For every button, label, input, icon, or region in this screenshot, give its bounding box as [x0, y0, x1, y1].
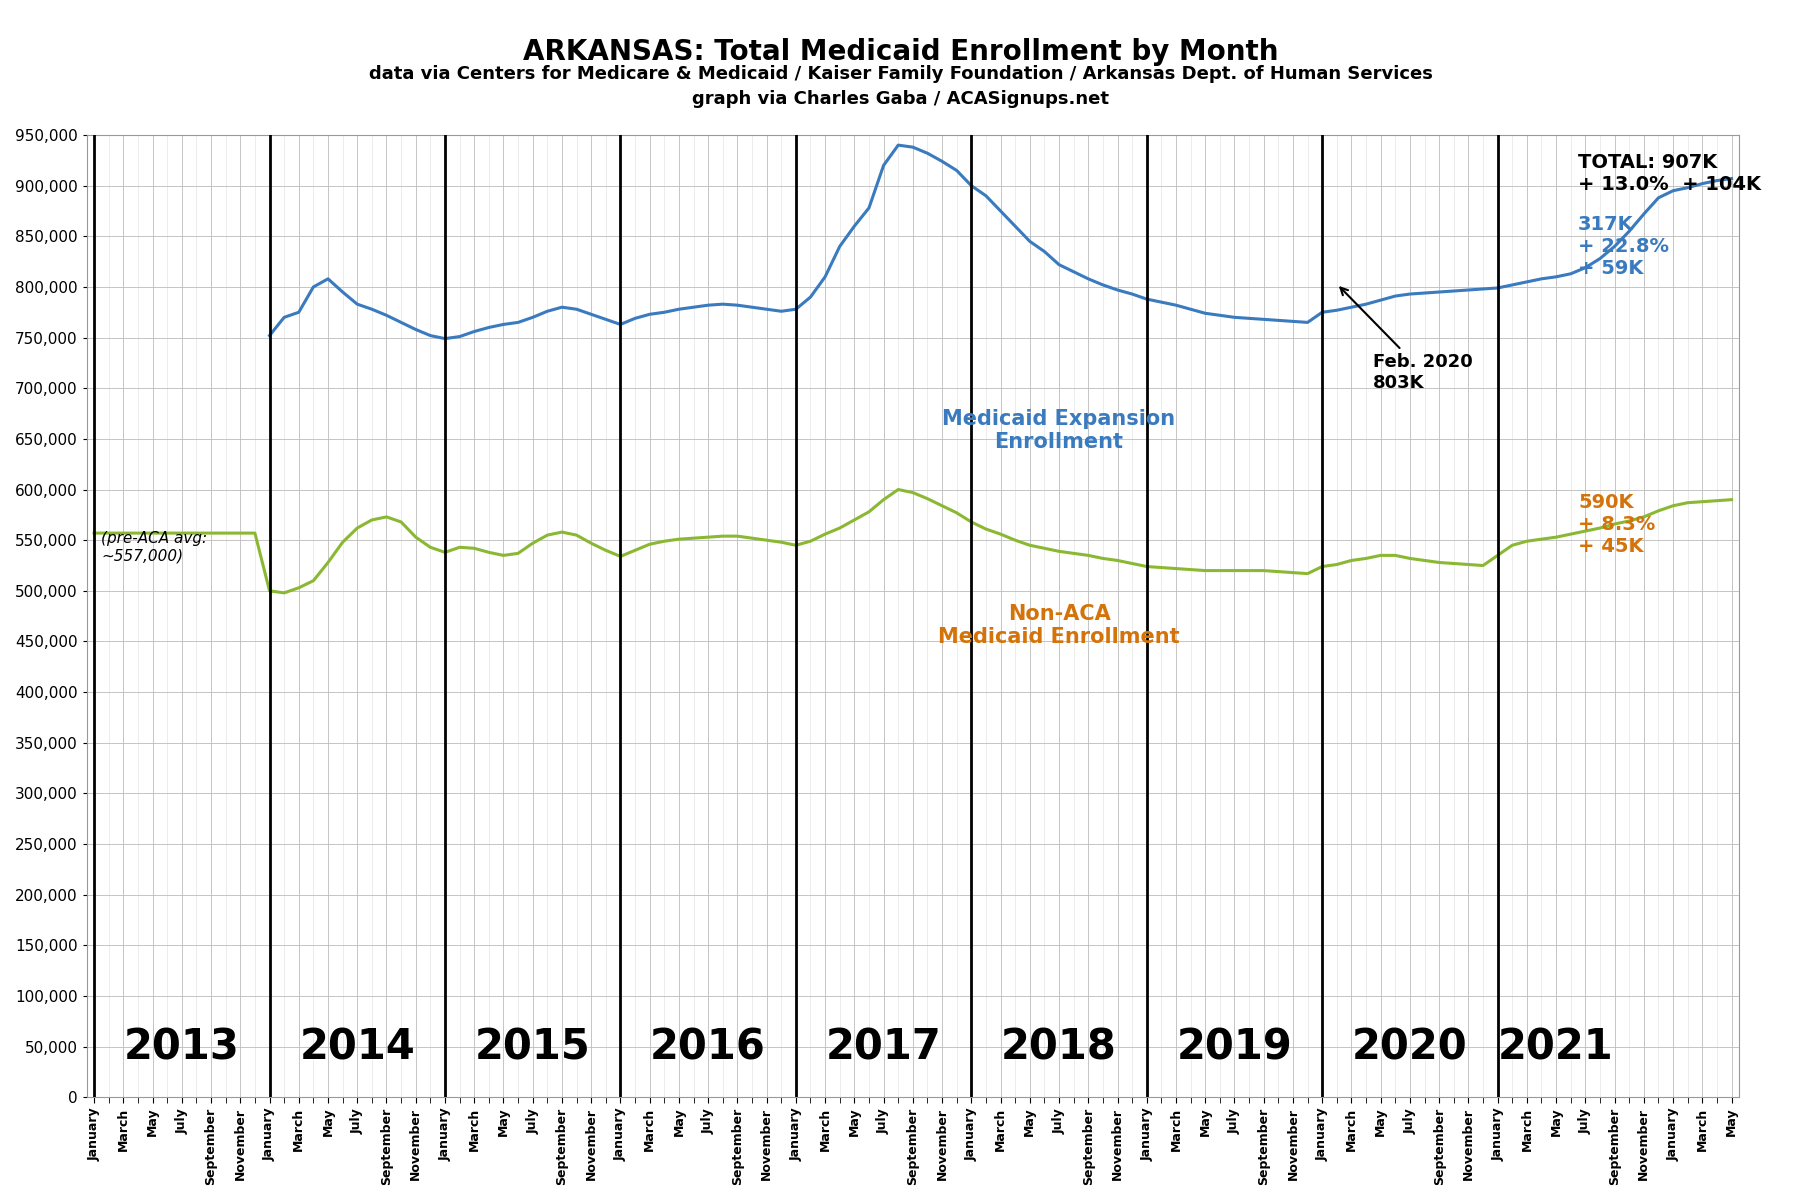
Text: (pre-ACA avg:
~557,000): (pre-ACA avg: ~557,000)	[101, 532, 207, 564]
Text: 2017: 2017	[825, 1027, 942, 1069]
Text: 2015: 2015	[475, 1027, 591, 1069]
Text: graph via Charles Gaba / ACASignups.net: graph via Charles Gaba / ACASignups.net	[692, 90, 1109, 108]
Text: 2018: 2018	[1001, 1027, 1117, 1069]
Text: ARKANSAS: Total Medicaid Enrollment by Month: ARKANSAS: Total Medicaid Enrollment by M…	[522, 38, 1279, 66]
Text: data via Centers for Medicare & Medicaid / Kaiser Family Foundation / Arkansas D: data via Centers for Medicare & Medicaid…	[369, 65, 1432, 83]
Text: 590K
+ 8.3%
+ 45K: 590K + 8.3% + 45K	[1578, 493, 1655, 557]
Text: 2013: 2013	[124, 1027, 240, 1069]
Text: 317K
+ 22.8%
+ 59K: 317K + 22.8% + 59K	[1578, 215, 1670, 278]
Text: Medicaid Expansion
Enrollment: Medicaid Expansion Enrollment	[942, 409, 1176, 452]
Text: 2020: 2020	[1353, 1027, 1468, 1069]
Text: 2016: 2016	[650, 1027, 765, 1069]
Text: 2014: 2014	[299, 1027, 414, 1069]
Text: 2021: 2021	[1498, 1027, 1614, 1069]
Text: Feb. 2020
803K: Feb. 2020 803K	[1340, 288, 1473, 391]
Text: TOTAL: 907K
+ 13.0%  + 104K: TOTAL: 907K + 13.0% + 104K	[1578, 152, 1761, 194]
Text: Non-ACA
Medicaid Enrollment: Non-ACA Medicaid Enrollment	[938, 604, 1180, 647]
Text: 2019: 2019	[1176, 1027, 1293, 1069]
